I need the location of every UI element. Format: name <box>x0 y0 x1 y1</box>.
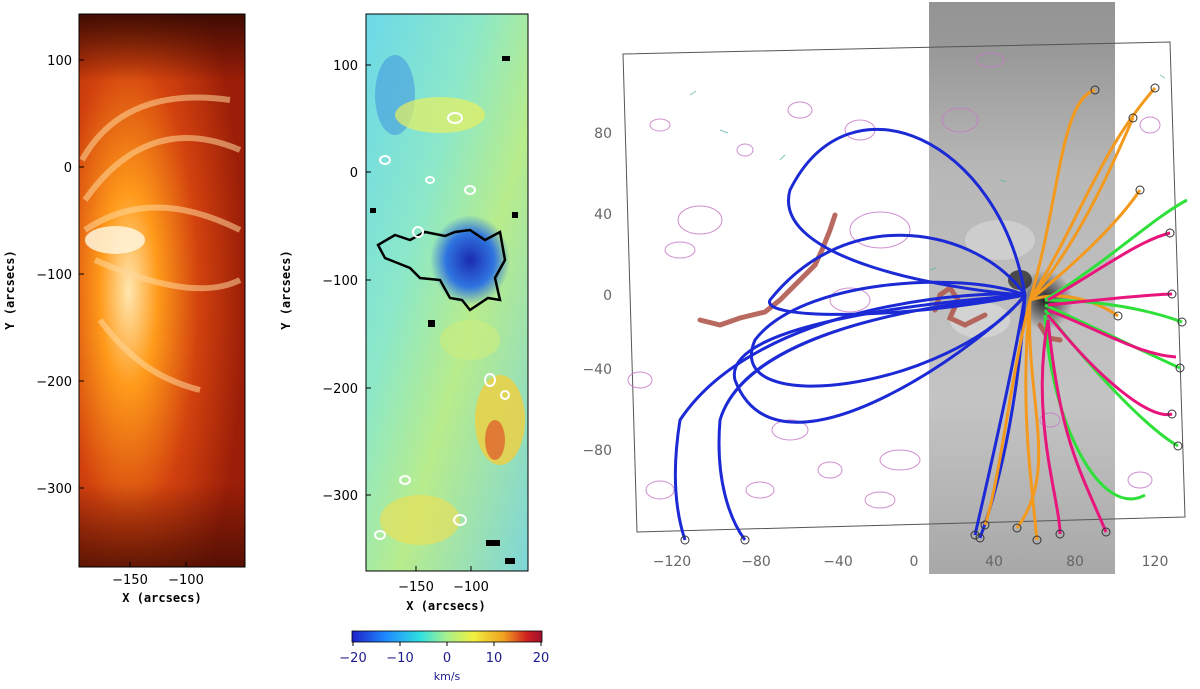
mid-ytick-1: 0 <box>350 166 358 181</box>
pink-contours <box>627 52 1161 509</box>
left-panel: 100 0 −100 −200 −300 −150 −100 X (arcsec… <box>3 13 246 605</box>
left-ylabel: Y (arcsecs) <box>3 250 17 329</box>
mid-ylabel: Y (arcsecs) <box>279 250 293 329</box>
right-xtick-2: −40 <box>823 554 853 570</box>
right-xtick-3: 0 <box>910 554 919 570</box>
cbar-tick-4: 20 <box>533 651 550 666</box>
left-xlabel: X (arcsecs) <box>122 591 201 605</box>
magenta-field-lines <box>1040 231 1177 535</box>
footpoint-circles <box>680 83 1187 545</box>
middle-panel: 100 0 −100 −200 −300 −150 −100 X (arcsec… <box>279 13 550 683</box>
mid-xtick-1: −100 <box>453 580 489 595</box>
teal-contours <box>689 74 1166 271</box>
middle-ticks <box>366 64 472 571</box>
mid-xtick-0: −150 <box>398 580 434 595</box>
right-ytick-2: 0 <box>603 288 612 304</box>
left-ytick-1: 0 <box>64 161 72 176</box>
right-ytick-4: −80 <box>582 443 612 459</box>
colorbar-ticks <box>352 642 542 646</box>
plot-frame <box>622 41 1186 533</box>
right-xtick-4: 40 <box>985 554 1003 570</box>
right-panel: 80 40 0 −40 −80 −120 −80 −40 0 40 80 120 <box>582 2 1188 574</box>
cbar-unit: km/s <box>434 670 461 683</box>
black-spots <box>370 56 518 564</box>
right-xtick-5: 80 <box>1066 554 1084 570</box>
mid-ytick-0: 100 <box>333 59 358 74</box>
left-ticks <box>79 59 187 567</box>
cbar-tick-2: 0 <box>443 651 451 666</box>
right-xtick-0: −120 <box>653 554 691 570</box>
left-ytick-4: −300 <box>36 482 72 497</box>
right-ytick-3: −40 <box>582 362 612 378</box>
right-xtick-1: −80 <box>741 554 771 570</box>
cbar-tick-3: 10 <box>486 651 503 666</box>
velocity-colorbar <box>351 630 543 643</box>
left-ytick-0: 100 <box>47 54 72 69</box>
white-contours <box>374 112 510 540</box>
orange-field-lines <box>983 87 1157 541</box>
left-xtick-0: −150 <box>112 573 148 588</box>
left-ytick-3: −200 <box>36 375 72 390</box>
right-xtick-6: 120 <box>1142 554 1169 570</box>
mid-ytick-4: −300 <box>322 489 358 504</box>
left-ytick-2: −100 <box>36 268 72 283</box>
right-ytick-0: 80 <box>594 126 612 142</box>
left-xtick-1: −100 <box>168 573 204 588</box>
mid-ytick-3: −200 <box>322 382 358 397</box>
right-ytick-1: 40 <box>594 207 612 223</box>
black-contour <box>376 228 507 312</box>
mid-xlabel: X (arcsecs) <box>406 599 485 613</box>
cbar-tick-0: −20 <box>339 651 366 666</box>
cbar-tick-1: −10 <box>386 651 413 666</box>
mid-ytick-2: −100 <box>322 274 358 289</box>
